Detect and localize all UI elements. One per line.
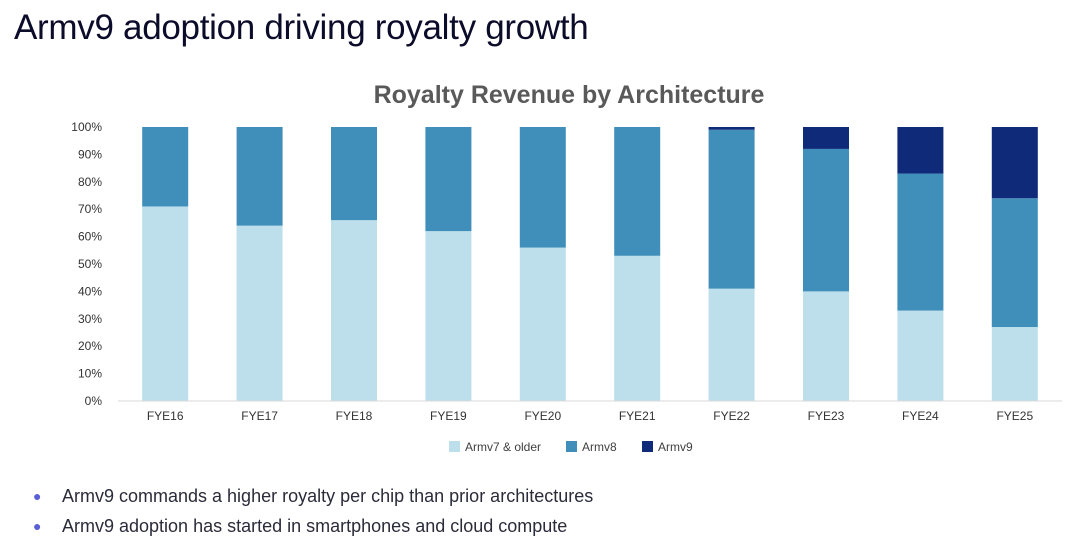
legend-item: Armv8 xyxy=(566,440,617,454)
bar-segment xyxy=(142,206,189,401)
bullet-dot-icon: ● xyxy=(33,488,42,504)
x-tick-label: FYE23 xyxy=(808,409,845,423)
y-tick-label: 30% xyxy=(78,312,102,326)
bar-segment xyxy=(331,220,377,401)
bar-segment xyxy=(519,247,566,401)
page-title: Armv9 adoption driving royalty growth xyxy=(14,8,589,47)
y-tick-label: 100% xyxy=(71,120,102,134)
legend-swatch xyxy=(449,441,460,452)
legend-swatch xyxy=(642,441,653,452)
bar-segment xyxy=(236,225,283,401)
y-tick-label: 0% xyxy=(85,394,103,408)
y-tick-label: 20% xyxy=(78,339,102,353)
bar-segment xyxy=(236,127,283,226)
x-tick-label: FYE19 xyxy=(430,409,467,423)
y-tick-label: 70% xyxy=(78,202,102,216)
x-tick-label: FYE20 xyxy=(524,409,561,423)
bar-segment xyxy=(519,127,566,248)
bar-segment xyxy=(708,127,755,130)
y-tick-label: 10% xyxy=(78,367,102,381)
y-tick-label: 40% xyxy=(78,284,102,298)
bar-segment xyxy=(803,127,849,149)
legend-item: Armv7 & older xyxy=(449,440,541,454)
x-tick-label: FYE17 xyxy=(241,409,278,423)
bullet-dot-icon: ● xyxy=(33,518,42,534)
bar-segment xyxy=(991,327,1038,401)
bar-group xyxy=(142,127,1038,401)
bar-segment xyxy=(708,129,755,289)
bar-segment xyxy=(803,148,849,292)
y-tick-label: 50% xyxy=(78,257,102,271)
bullet-list: ● Armv9 commands a higher royalty per ch… xyxy=(33,484,593,544)
x-tick-label: FYE21 xyxy=(619,409,656,423)
x-tick-label: FYE16 xyxy=(147,409,184,423)
bar-segment xyxy=(614,127,661,256)
bullet-item: ● Armv9 commands a higher royalty per ch… xyxy=(33,484,593,514)
y-tick-label: 60% xyxy=(78,230,102,244)
x-axis: FYE16 FYE17 FYE18 FYE19 FYE20 FYE21 FYE22 FYE23… xyxy=(147,409,1034,423)
legend-label: Armv7 & older xyxy=(465,440,541,454)
bar-segment xyxy=(331,127,377,221)
x-tick-label: FYE24 xyxy=(902,409,939,423)
bar-segment xyxy=(425,127,472,232)
stacked-bar-chart: Royalty Revenue by Architecture 0% 10% 20%… xyxy=(71,81,1062,454)
y-tick-label: 80% xyxy=(78,175,102,189)
bullet-text: Armv9 adoption has started in smartphone… xyxy=(62,516,568,536)
bar-segment xyxy=(803,291,849,401)
chart-title: Royalty Revenue by Architecture xyxy=(374,81,765,109)
y-axis: 0% 10% 20% 30% 40% 50% 60% 70% 80% 90% 100% xyxy=(71,120,102,408)
y-tick-label: 90% xyxy=(78,147,102,161)
bar-segment xyxy=(897,173,944,311)
legend: Armv7 & older Armv8 Armv9 xyxy=(449,440,693,454)
legend-swatch xyxy=(566,441,577,452)
bar-segment xyxy=(614,255,661,401)
x-tick-label: FYE25 xyxy=(996,409,1033,423)
x-tick-label: FYE22 xyxy=(713,409,750,423)
bar-segment xyxy=(425,231,472,401)
legend-label: Armv8 xyxy=(582,440,617,454)
legend-item: Armv9 xyxy=(642,440,693,454)
bar-segment xyxy=(142,127,189,207)
bullet-text: Armv9 commands a higher royalty per chip… xyxy=(62,486,594,506)
bar-segment xyxy=(991,198,1038,328)
x-tick-label: FYE18 xyxy=(336,409,373,423)
legend-label: Armv9 xyxy=(658,440,693,454)
bar-segment xyxy=(991,127,1038,199)
bullet-item: ● Armv9 adoption has started in smartpho… xyxy=(33,514,593,544)
bar-segment xyxy=(708,288,755,401)
bar-segment xyxy=(897,310,944,401)
bar-segment xyxy=(897,127,944,174)
